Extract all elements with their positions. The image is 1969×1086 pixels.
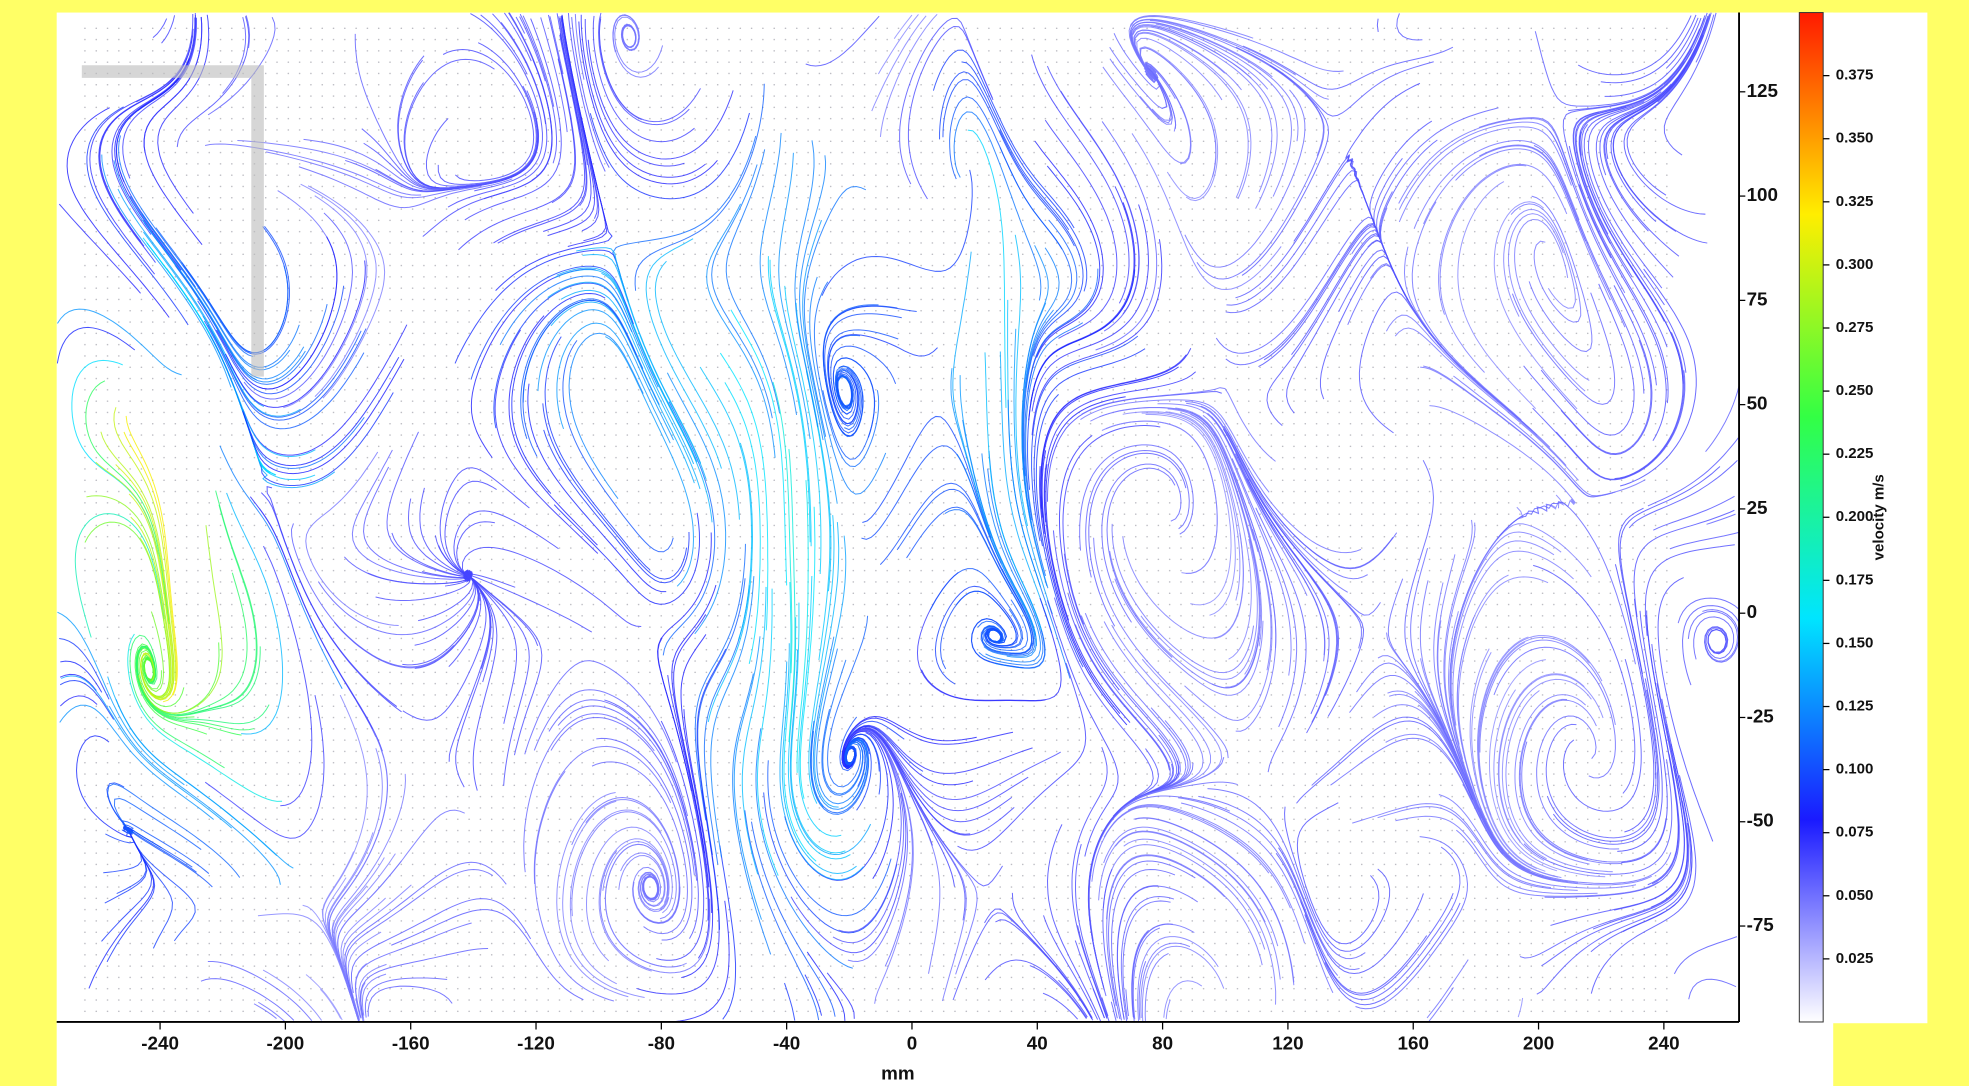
colorbar-tick-label: 0.325: [1836, 193, 1874, 210]
x-tick-label: -120: [517, 1033, 555, 1054]
y-tick-label: -75: [1747, 914, 1774, 935]
x-tick-label: 240: [1648, 1033, 1679, 1054]
page: {"chart_data": { "type": "streamline", "…: [0, 0, 1969, 1086]
colorbar-tick-label: 0.275: [1836, 319, 1874, 336]
x-tick-label: -80: [648, 1033, 675, 1054]
colorbar-tick-label: 0.225: [1836, 445, 1874, 462]
field: [57, 13, 1739, 1022]
colorbar: [1799, 13, 1823, 1022]
y-tick-label: -25: [1747, 705, 1774, 726]
x-tick-label: -40: [773, 1033, 800, 1054]
colorbar-tick-label: 0.150: [1836, 634, 1874, 651]
colorbar-tick-label: 0.200: [1836, 508, 1874, 525]
y-tick-label: 125: [1747, 80, 1778, 101]
x-axis-label: mm: [881, 1063, 914, 1084]
colorbar-tick-label: 0.100: [1836, 761, 1874, 778]
x-tick-label: 0: [907, 1033, 917, 1054]
y-tick-label: 25: [1747, 497, 1768, 518]
x-tick-label: 40: [1027, 1033, 1048, 1054]
y-tick-label: 100: [1747, 184, 1778, 205]
y-tick-label: -50: [1747, 810, 1774, 831]
colorbar-tick-label: 0.075: [1836, 824, 1874, 841]
x-tick-label: -200: [267, 1033, 305, 1054]
colorbar-tick-label: 0.350: [1836, 130, 1874, 147]
colorbar-tick-label: 0.375: [1836, 67, 1874, 84]
colorbar-tick-label: 0.175: [1836, 571, 1874, 588]
x-tick-label: 200: [1523, 1033, 1554, 1054]
colorbar-tick-label: 0.025: [1836, 950, 1874, 967]
x-tick-label: 80: [1152, 1033, 1173, 1054]
x-tick-label: 160: [1398, 1033, 1429, 1054]
colorbar-tick-label: 0.125: [1836, 698, 1874, 715]
x-tick-label: -160: [392, 1033, 430, 1054]
x-tick-label: -240: [141, 1033, 179, 1054]
colorbar-tick-label: 0.050: [1836, 887, 1874, 904]
colorbar-tick-label: 0.250: [1836, 382, 1874, 399]
chart: mm velocity m/s -240-200-160-120-80-4004…: [0, 0, 1969, 1086]
y-tick-label: 0: [1747, 601, 1757, 622]
y-tick-label: 75: [1747, 288, 1768, 309]
y-tick-label: 50: [1747, 393, 1768, 414]
x-tick-label: 120: [1272, 1033, 1303, 1054]
colorbar-tick-label: 0.300: [1836, 256, 1874, 273]
